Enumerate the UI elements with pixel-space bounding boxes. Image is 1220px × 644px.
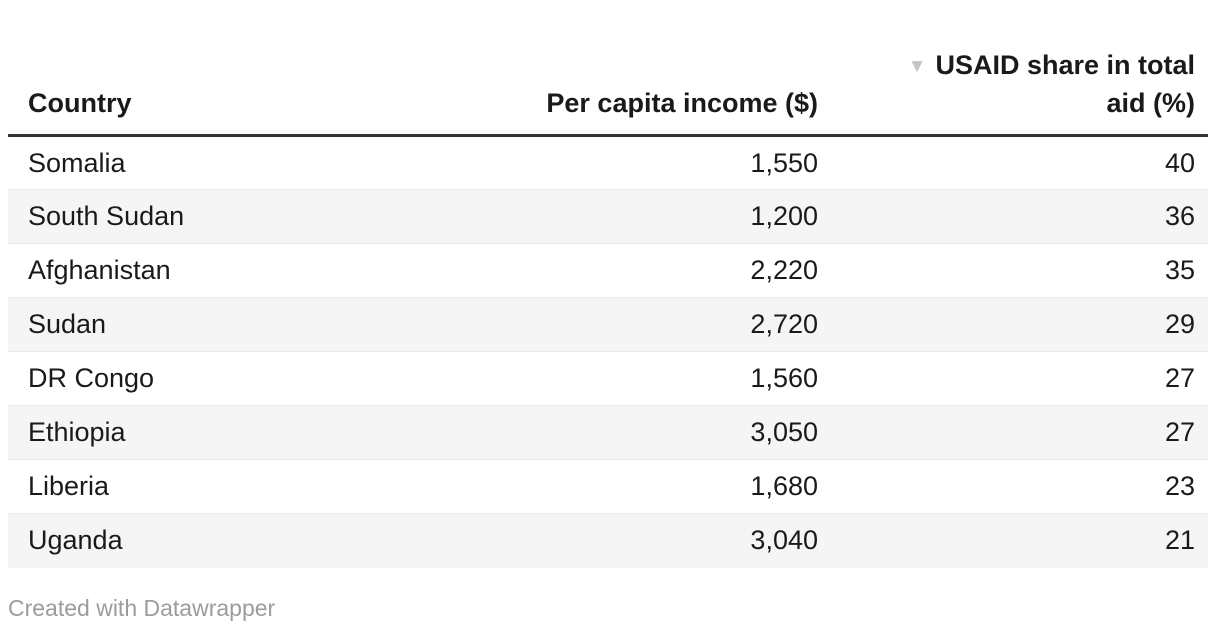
country-cell: South Sudan [8, 189, 408, 244]
column-header-usaid-share-line2: aid (%) [1106, 88, 1195, 118]
column-header-country[interactable]: Country [8, 0, 408, 137]
country-cell: Afghanistan [8, 243, 408, 298]
share-cell: 27 [818, 405, 1208, 460]
country-cell: Sudan [8, 297, 408, 352]
table-row: Liberia 1,680 23 [8, 459, 1208, 514]
income-cell: 3,050 [408, 405, 818, 460]
share-cell: 35 [818, 243, 1208, 298]
table-row: South Sudan 1,200 36 [8, 189, 1208, 244]
table-row: Uganda 3,040 21 [8, 513, 1208, 568]
header-row: Country Per capita income ($) ▼ USAID sha… [8, 0, 1208, 137]
country-cell: Somalia [28, 147, 126, 178]
share-cell: 23 [818, 459, 1208, 514]
sort-desc-icon: ▼ [907, 56, 927, 77]
income-cell: 2,220 [408, 243, 818, 298]
share-cell: 40 [1164, 147, 1195, 178]
income-cell: 3,040 [408, 513, 818, 568]
column-header-usaid-share-line1: ▼ USAID share in total [818, 48, 1195, 86]
country-cell: Liberia [8, 459, 408, 514]
income-cell: 1,200 [408, 189, 818, 244]
income-cell: 1,680 [408, 459, 818, 514]
column-header-income[interactable]: Per capita income ($) [408, 0, 818, 137]
share-cell: 29 [818, 297, 1208, 352]
share-cell: 27 [818, 351, 1208, 406]
column-header-usaid-share[interactable]: ▼ USAID share in total aid (%) [818, 0, 1208, 137]
table-header: Country Per capita income ($) ▼ USAID sha… [8, 0, 1208, 137]
table-row: Somalia 1,550 40 [8, 136, 1208, 190]
income-cell: 1,550 [750, 147, 818, 178]
share-cell: 36 [818, 189, 1208, 244]
data-table: Country Per capita income ($) ▼ USAID sha… [8, 0, 1208, 568]
footer: Created with Datawrapper [8, 595, 1220, 622]
table-body: Somalia 1,550 40 South Sudan 1,200 36 Af… [8, 136, 1208, 568]
income-cell: 1,560 [408, 351, 818, 406]
country-cell: Uganda [8, 513, 408, 568]
column-header-usaid-share-label: USAID share in total [935, 50, 1195, 80]
income-cell: 2,720 [408, 297, 818, 352]
table-row: Afghanistan 2,220 35 [8, 243, 1208, 298]
country-cell: DR Congo [8, 351, 408, 406]
table-row: Ethiopia 3,050 27 [8, 405, 1208, 460]
table-row: DR Congo 1,560 27 [8, 351, 1208, 406]
table-row: Sudan 2,720 29 [8, 297, 1208, 352]
share-cell: 21 [818, 513, 1208, 568]
country-cell: Ethiopia [8, 405, 408, 460]
datawrapper-credit-link[interactable]: Created with Datawrapper [8, 594, 276, 621]
